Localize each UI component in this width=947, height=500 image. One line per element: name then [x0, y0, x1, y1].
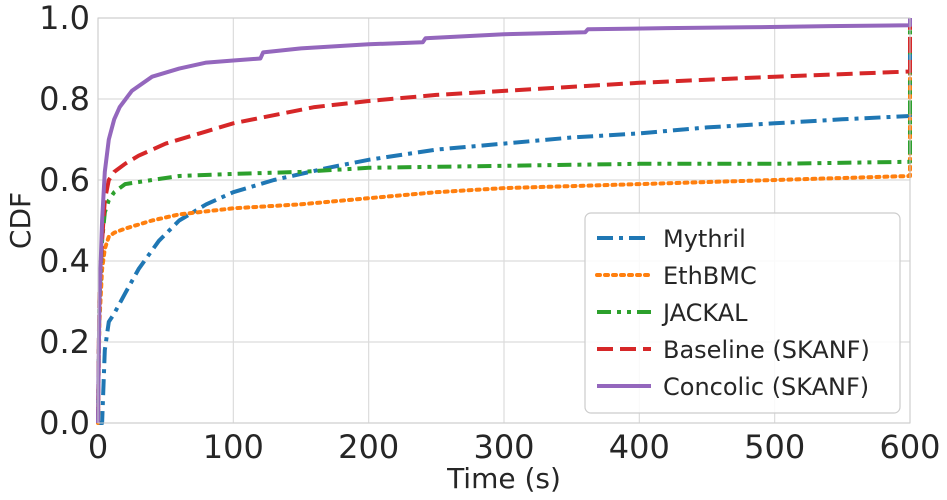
x-tick-label: 600: [879, 428, 940, 466]
y-axis-label: CDF: [4, 192, 37, 249]
x-tick-label: 400: [609, 428, 670, 466]
legend: Mythril EthBMC JACKAL Baseline (SKANF) Conco…: [584, 212, 901, 414]
legend-box: [584, 212, 901, 414]
y-tick-label: 0.8: [39, 80, 90, 118]
series-line-baseline-skanf: [96, 22, 912, 424]
legend-label: Mythril: [663, 225, 746, 253]
series-line-concolic-skanf: [96, 18, 912, 424]
plot-frame: [97, 17, 911, 424]
y-tick-label: 0.4: [39, 242, 90, 280]
x-tick-label: 100: [203, 428, 264, 466]
legend-label: JACKAL: [661, 299, 748, 327]
x-tick-label: 500: [744, 428, 805, 466]
y-tick-label: 0.0: [39, 404, 90, 442]
y-tick-label: 0.6: [39, 161, 90, 199]
x-tick-label: 0: [88, 428, 108, 466]
y-tick-label: 1.0: [39, 0, 90, 37]
legend-label: Concolic (SKANF): [663, 373, 869, 401]
series-line-ethbmc: [96, 64, 912, 425]
y-tick-label: 0.2: [39, 323, 90, 361]
x-tick-label: 300: [473, 428, 534, 466]
series-line-mythril: [98, 50, 912, 425]
legend-label: Baseline (SKANF): [663, 336, 870, 364]
x-axis-label: Time (s): [446, 462, 561, 495]
legend-label: EthBMC: [663, 262, 757, 290]
tick-labels: 0 100 200 300 400 500 600 0.0 0.2 0.4 0.6 0.8 1.0: [39, 0, 940, 466]
x-tick-label: 200: [338, 428, 399, 466]
series-lines: [96, 18, 912, 425]
